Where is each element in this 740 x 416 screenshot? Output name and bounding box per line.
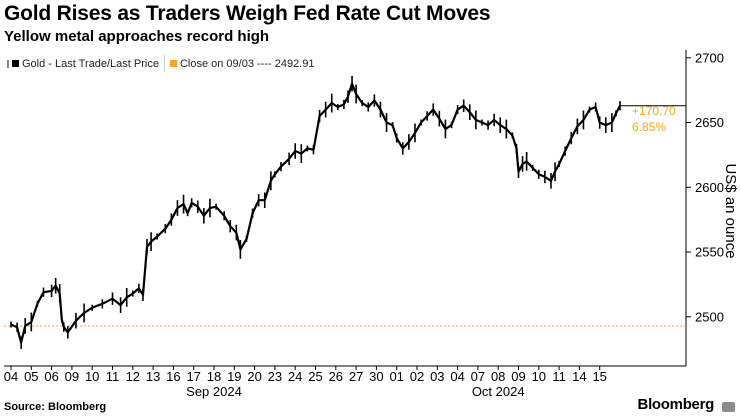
x-tick-label: 14 [572,369,586,384]
x-tick-label: 02 [410,369,424,384]
chart-title: Gold Rises as Traders Weigh Fed Rate Cut… [4,2,491,25]
brand-box-icon [722,402,735,412]
x-group-label: Sep 2024 [186,384,242,399]
y-tick-label: 2500 [695,309,724,324]
x-tick-label: 17 [186,369,200,384]
y-tick-label: 2600 [695,180,724,195]
x-tick-label: 13 [146,369,160,384]
x-tick-label: 07 [471,369,485,384]
y-axis-label: US$ an ounce [722,163,739,258]
x-tick-label: 26 [329,369,343,384]
x-tick-label: 11 [552,369,566,384]
x-tick-label: 11 [106,369,120,384]
x-tick-label: 19 [227,369,241,384]
x-tick-label: 24 [288,369,302,384]
legend-swatch-close [169,60,177,67]
x-tick-label: 23 [268,369,282,384]
x-group-label: Oct 2024 [472,384,525,399]
x-tick-label: 27 [349,369,363,384]
x-tick-label: 04 [4,369,18,384]
x-tick-label: 01 [389,369,403,384]
chart-subtitle: Yellow metal approaches record high [4,28,270,45]
brand-logo: Bloomberg [637,396,715,413]
y-tick-label: 2650 [695,115,724,130]
x-tick-label: 06 [44,369,58,384]
x-tick-label: 10 [85,369,99,384]
chart-legend: Gold - Last Trade/Last Price Close on 09… [2,55,319,72]
x-tick-label: 16 [166,369,180,384]
annotation-percent: 6.85% [632,120,666,134]
legend-label-close: Close on 09/03 ---- 2492.91 [179,57,315,70]
x-tick-label: 10 [532,369,546,384]
x-tick-label: 12 [126,369,140,384]
legend-item-gold: Gold - Last Trade/Last Price [2,55,164,72]
x-tick-label: 20 [247,369,261,384]
y-tick-label: 2700 [695,50,724,65]
x-tick-label: 18 [207,369,221,384]
x-tick-label: 04 [450,369,464,384]
legend-item-close: Close on 09/03 ---- 2492.91 [163,55,320,72]
x-tick-label: 30 [369,369,383,384]
annotation-change: +170.70 [632,104,676,118]
source-note: Source: Bloomberg [4,401,107,413]
y-tick-label: 2550 [695,245,724,260]
x-tick-label: 09 [511,369,525,384]
x-tick-label: 15 [592,369,606,384]
x-tick-label: 05 [24,369,38,384]
legend-label-gold: Gold - Last Trade/Last Price [22,57,159,70]
x-tick-label: 09 [65,369,79,384]
x-tick-label: 03 [430,369,444,384]
x-tick-label: 08 [491,369,505,384]
x-tick-label: 25 [308,369,322,384]
legend-pin-icon [7,59,9,68]
legend-swatch-gold [12,60,19,67]
